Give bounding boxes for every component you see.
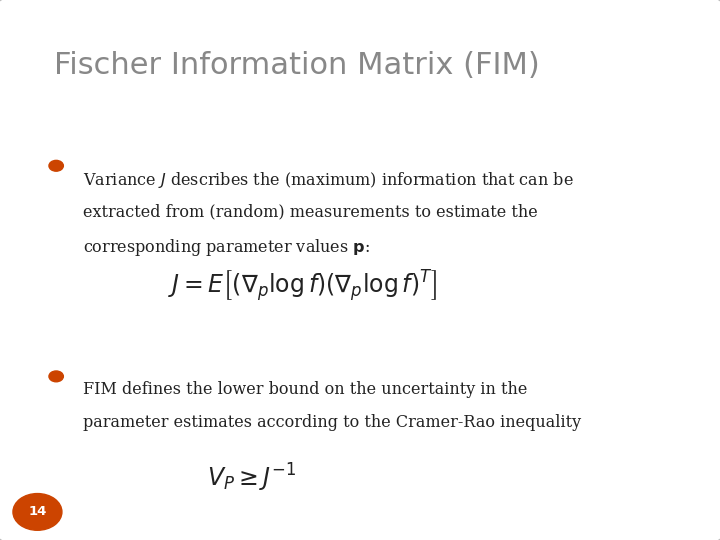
Text: $V_P \geq J^{-1}$: $V_P \geq J^{-1}$ [207,462,297,494]
Text: $J = E\left[(\nabla_p \log f)(\nabla_p \log f)^T\right]$: $J = E\left[(\nabla_p \log f)(\nabla_p \… [168,268,437,304]
Circle shape [13,494,62,530]
Text: 14: 14 [28,505,47,518]
Circle shape [49,371,63,382]
Text: Variance $J$ describes the (maximum) information that can be: Variance $J$ describes the (maximum) inf… [83,170,573,190]
Text: Fischer Information Matrix (FIM): Fischer Information Matrix (FIM) [54,51,540,80]
Circle shape [49,160,63,171]
Text: parameter estimates according to the Cramer-Rao inequality: parameter estimates according to the Cra… [83,414,581,431]
Text: corresponding parameter values $\mathbf{p}$:: corresponding parameter values $\mathbf{… [83,237,370,258]
Text: FIM defines the lower bound on the uncertainty in the: FIM defines the lower bound on the uncer… [83,381,527,397]
Text: extracted from (random) measurements to estimate the: extracted from (random) measurements to … [83,204,538,220]
